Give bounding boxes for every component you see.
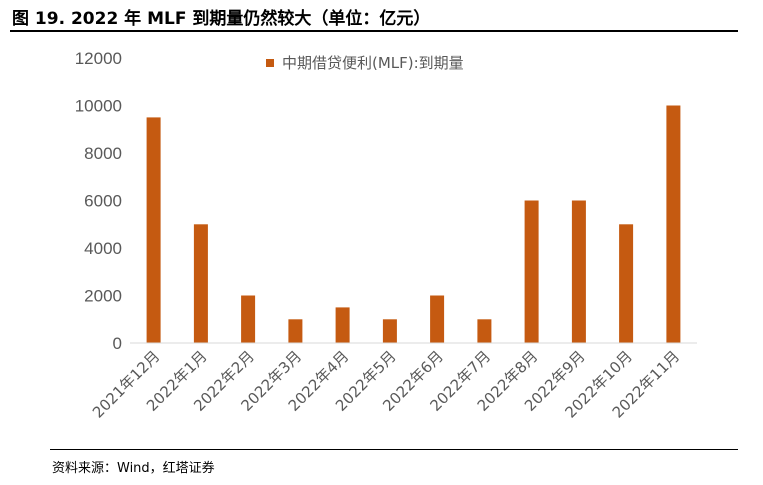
y-tick-label: 4000 <box>84 239 122 258</box>
x-axis: 2021年12月2022年1月2022年2月2022年3月2022年4月2022… <box>89 347 683 421</box>
bar <box>146 117 161 344</box>
title-rule <box>10 30 738 32</box>
y-tick-label: 12000 <box>75 49 122 68</box>
y-axis: 0 2000 4000 6000 8000 10000 12000 <box>75 49 122 353</box>
y-tick-label: 2000 <box>84 287 122 306</box>
bar-chart: 中期借贷便利(MLF):到期量 0 2000 4000 6000 8000 10000 12… <box>75 49 697 422</box>
y-tick-label: 8000 <box>84 144 122 163</box>
bar <box>193 224 208 344</box>
bar <box>666 105 681 343</box>
bar <box>430 295 445 343</box>
bar <box>477 319 492 344</box>
y-tick-label: 0 <box>113 334 122 353</box>
bar <box>335 307 350 343</box>
source-note: 资料来源：Wind，红塔证券 <box>52 461 215 476</box>
legend-swatch <box>266 59 274 67</box>
bar <box>571 200 586 343</box>
bar <box>241 295 256 343</box>
y-tick-label: 6000 <box>84 192 122 211</box>
legend-label: 中期借贷便利(MLF):到期量 <box>282 54 464 72</box>
bar <box>619 224 634 344</box>
footer-rule <box>50 449 738 450</box>
y-tick-label: 10000 <box>75 97 122 116</box>
bar <box>288 319 303 344</box>
bar <box>382 319 397 344</box>
figure-title: 图 19. 2022 年 MLF 到期量仍然较大（单位：亿元） <box>12 9 431 29</box>
bars <box>146 105 681 344</box>
bar <box>524 200 539 343</box>
legend: 中期借贷便利(MLF):到期量 <box>266 54 464 72</box>
